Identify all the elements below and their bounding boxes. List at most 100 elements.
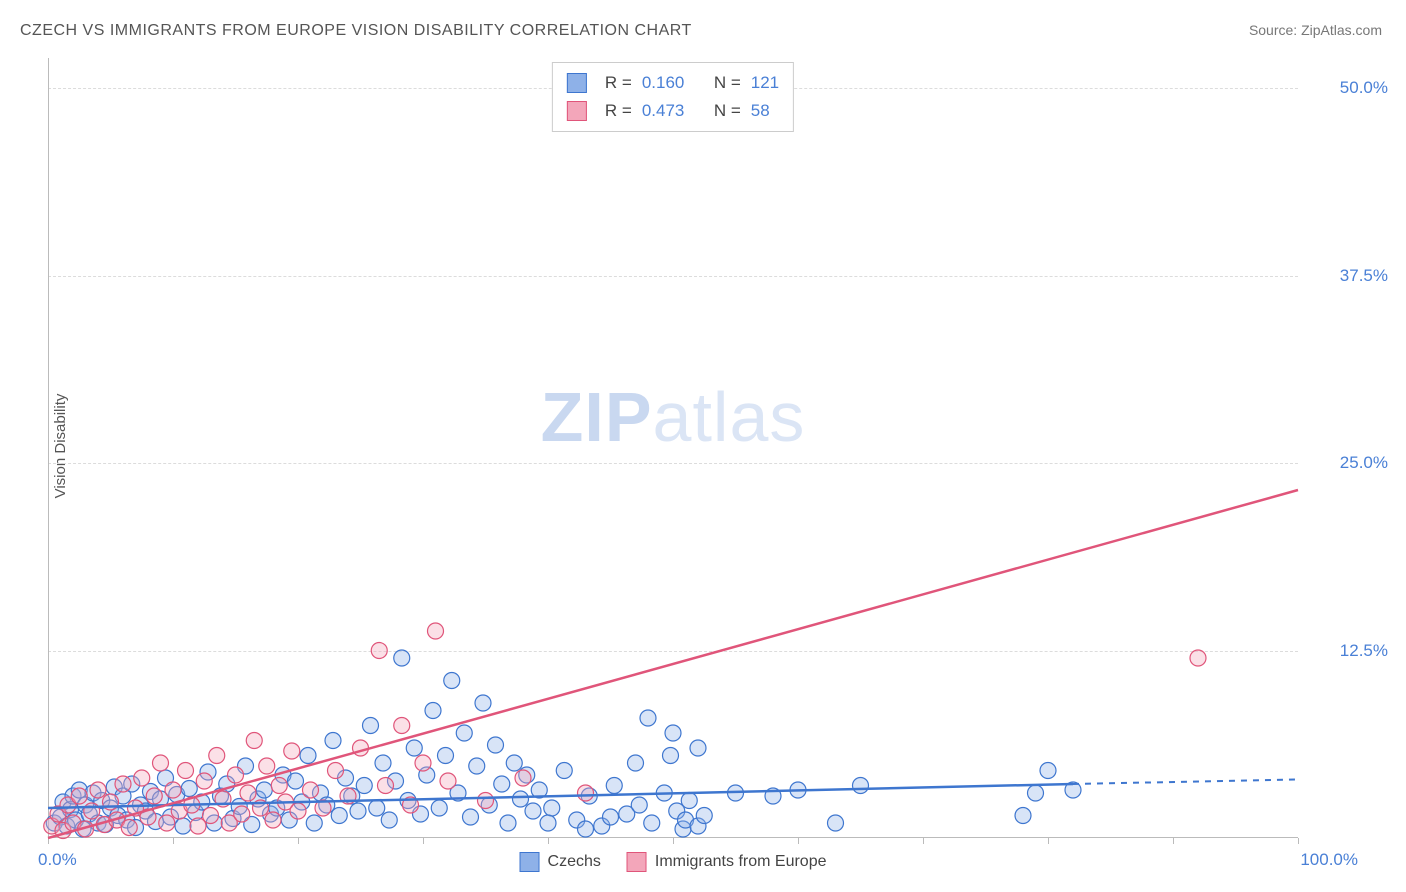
x-max-label: 100.0%	[1300, 850, 1358, 870]
scatter-point	[525, 803, 541, 819]
scatter-point	[1015, 808, 1031, 824]
scatter-point	[603, 809, 619, 825]
scatter-point	[350, 803, 366, 819]
scatter-point	[175, 818, 191, 834]
legend-label-czechs: Czechs	[548, 853, 601, 870]
swatch-czechs-bottom	[520, 852, 540, 872]
swatch-czechs	[567, 73, 587, 93]
scatter-point	[203, 808, 219, 824]
scatter-point	[369, 800, 385, 816]
scatter-point	[513, 791, 529, 807]
scatter-point	[259, 758, 275, 774]
legend-row-czechs: R = 0.160 N = 121	[567, 69, 779, 97]
y-tick-label: 25.0%	[1308, 453, 1388, 473]
scatter-point	[456, 725, 472, 741]
scatter-point	[515, 770, 531, 786]
scatter-point	[440, 773, 456, 789]
scatter-point	[665, 725, 681, 741]
scatter-point	[115, 776, 131, 792]
y-tick-label: 50.0%	[1308, 78, 1388, 98]
scatter-point	[506, 755, 522, 771]
legend-item-immigrants: Immigrants from Europe	[627, 852, 827, 872]
scatter-point	[578, 821, 594, 837]
swatch-immigrants-bottom	[627, 852, 647, 872]
scatter-point	[431, 800, 447, 816]
scatter-point	[234, 806, 250, 822]
source-label: Source:	[1249, 22, 1301, 38]
legend-item-czechs: Czechs	[520, 852, 601, 872]
scatter-point	[475, 695, 491, 711]
scatter-point	[828, 815, 844, 831]
trend-line	[48, 490, 1298, 838]
scatter-point	[284, 743, 300, 759]
scatter-point	[271, 778, 287, 794]
scatter-point	[415, 755, 431, 771]
y-tick-label: 12.5%	[1308, 641, 1388, 661]
scatter-point	[488, 737, 504, 753]
scatter-point	[356, 778, 372, 794]
scatter-point	[540, 815, 556, 831]
chart-title: CZECH VS IMMIGRANTS FROM EUROPE VISION D…	[20, 22, 692, 40]
scatter-point	[1028, 785, 1044, 801]
scatter-point	[444, 673, 460, 689]
scatter-point	[494, 776, 510, 792]
scatter-point	[375, 755, 391, 771]
legend-label-immigrants: Immigrants from Europe	[655, 853, 827, 870]
scatter-point	[159, 815, 175, 831]
scatter-point	[165, 782, 181, 798]
scatter-point	[90, 782, 106, 798]
scatter-point	[228, 767, 244, 783]
scatter-point	[71, 788, 87, 804]
scatter-point	[631, 797, 647, 813]
scatter-point	[306, 815, 322, 831]
scatter-point	[328, 763, 344, 779]
legend-n-immigrants: 58	[751, 97, 770, 125]
legend-n-label: N =	[714, 69, 741, 97]
scatter-point	[696, 808, 712, 824]
scatter-point	[478, 793, 494, 809]
legend-r-immigrants: 0.473	[642, 97, 685, 125]
scatter-point	[556, 763, 572, 779]
scatter-point	[325, 733, 341, 749]
trend-line-dashed	[1073, 780, 1298, 785]
scatter-point	[663, 748, 679, 764]
scatter-point	[628, 755, 644, 771]
legend-n-czechs: 121	[751, 69, 779, 97]
scatter-point	[181, 781, 197, 797]
scatter-point	[578, 785, 594, 801]
scatter-point	[690, 740, 706, 756]
scatter-point	[381, 812, 397, 828]
legend-r-czechs: 0.160	[642, 69, 685, 97]
scatter-point	[463, 809, 479, 825]
y-tick-label: 37.5%	[1308, 266, 1388, 286]
swatch-immigrants	[567, 101, 587, 121]
scatter-point	[681, 793, 697, 809]
scatter-point	[1040, 763, 1056, 779]
scatter-point	[428, 623, 444, 639]
scatter-point	[371, 643, 387, 659]
scatter-point	[363, 718, 379, 734]
legend-r-label: R =	[605, 69, 632, 97]
scatter-point	[246, 733, 262, 749]
scatter-point	[378, 778, 394, 794]
scatter-point	[209, 748, 225, 764]
scatter-svg	[48, 58, 1298, 838]
scatter-point	[394, 718, 410, 734]
scatter-point	[288, 773, 304, 789]
scatter-point	[121, 820, 137, 836]
scatter-point	[406, 740, 422, 756]
scatter-point	[853, 778, 869, 794]
scatter-point	[1190, 650, 1206, 666]
source-attribution: Source: ZipAtlas.com	[1249, 22, 1382, 38]
scatter-point	[290, 803, 306, 819]
scatter-point	[640, 710, 656, 726]
scatter-point	[500, 815, 516, 831]
legend-r-label: R =	[605, 97, 632, 125]
correlation-legend: R = 0.160 N = 121 R = 0.473 N = 58	[552, 62, 794, 132]
scatter-point	[196, 773, 212, 789]
source-name: ZipAtlas.com	[1301, 22, 1382, 38]
scatter-point	[425, 703, 441, 719]
scatter-point	[178, 763, 194, 779]
scatter-point	[606, 778, 622, 794]
scatter-point	[303, 782, 319, 798]
